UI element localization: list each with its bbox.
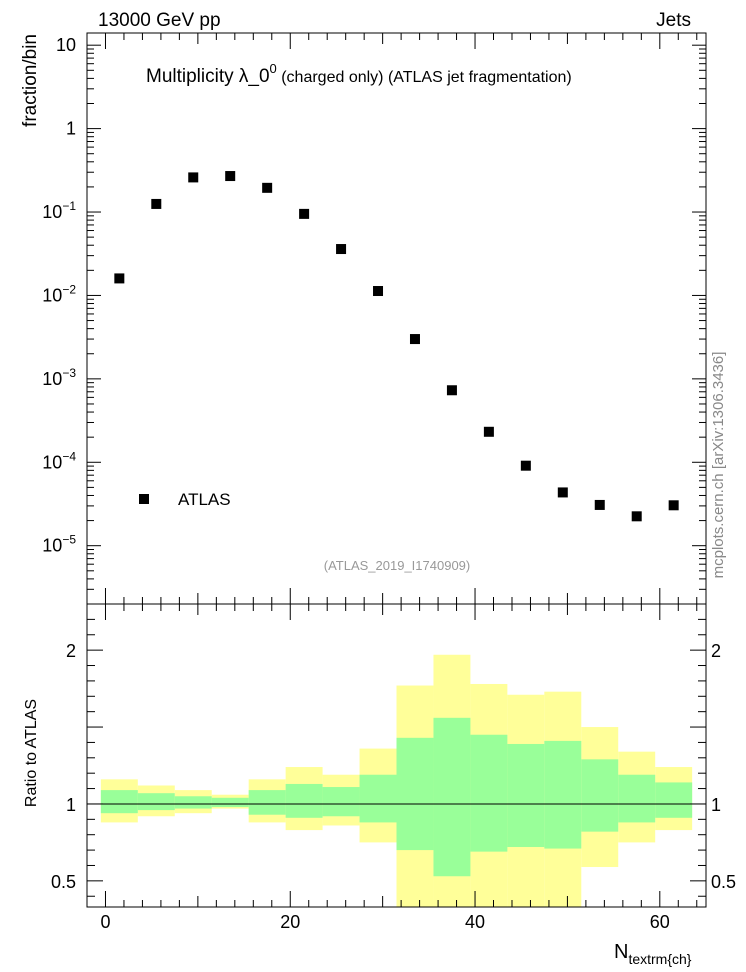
x-tick-label: 20 [280, 912, 300, 932]
ratio-band-stat-bin [248, 790, 286, 815]
y-tick-label: 10−1 [42, 199, 76, 222]
ratio-y-tick-label-left: 2 [66, 641, 76, 661]
ratio-band-stat-bin [211, 797, 249, 808]
y-tick-label: 10 [56, 35, 76, 55]
main-panel: 10 1 10−1 10−2 10−3 10−4 10−5 [42, 32, 707, 605]
plot-title: Multiplicity λ_00 (charged only) (ATLAS … [146, 61, 572, 87]
ratio-y-tick-label-right: 2 [711, 641, 721, 661]
data-point-atlas [409, 334, 420, 345]
ratio-band-stat-bin [137, 793, 175, 811]
data-point-atlas [188, 172, 199, 183]
ratio-panel: 0 20 40 60 0.5 0.5 1 1 2 2 [51, 603, 736, 932]
x-tick-label: 40 [465, 912, 485, 932]
y-tick-label: 10−4 [42, 449, 76, 472]
y-tick-label: 10−3 [42, 366, 76, 389]
data-point-atlas [114, 273, 125, 284]
data-point-atlas [151, 198, 162, 209]
header-process-label: Jets [656, 10, 691, 31]
analysis-watermark: (ATLAS_2019_I1740909) [324, 558, 470, 573]
legend-label-atlas: ATLAS [178, 490, 231, 509]
legend-marker-atlas [139, 494, 149, 504]
ratio-band-stat-bin [618, 774, 656, 823]
ratio-band-stat-bin [507, 743, 545, 848]
ratio-band-stat-bin [174, 796, 212, 809]
data-point-atlas [483, 426, 494, 437]
data-point-atlas [299, 208, 310, 219]
x-axis-title: Ntextrm{ch} [614, 941, 692, 967]
ratio-band-stat-bin [285, 783, 323, 818]
ratio-band-stat-bin [581, 759, 619, 832]
ratio-y-tick-label-left: 0.5 [51, 872, 76, 892]
ratio-y-tick-label-left: 1 [66, 795, 76, 815]
mcplots-side-label: mcplots.cern.ch [arXiv:1306.3436] [710, 352, 727, 579]
header-energy-label: 13000 GeV pp [98, 10, 221, 31]
ratio-band-stat-bin [322, 787, 360, 817]
ratio-band-stat-bin [100, 790, 138, 814]
data-point-atlas [262, 182, 273, 193]
data-point-atlas [336, 244, 347, 255]
y-tick-label: 1 [66, 119, 76, 139]
data-point-atlas [373, 286, 384, 297]
data-point-atlas [520, 460, 531, 471]
ratio-y-tick-label-right: 0.5 [711, 872, 736, 892]
data-point-atlas [668, 500, 679, 511]
ratio-band-stat-bin [655, 782, 693, 818]
data-point-atlas [446, 385, 457, 396]
y-axis-title-ratio: Ratio to ATLAS [23, 699, 40, 807]
data-point-atlas [225, 171, 236, 182]
y-tick-label: 10−5 [42, 533, 76, 556]
y-axis-title-main: fraction/bin [20, 34, 41, 127]
x-tick-label: 0 [100, 912, 110, 932]
ratio-band-stat-bin [544, 740, 582, 849]
data-point-atlas [594, 499, 605, 510]
ratio-band-stat-bin [470, 734, 508, 852]
data-point-atlas [631, 511, 642, 522]
y-tick-label: 10−2 [42, 282, 76, 305]
ratio-frame [86, 603, 707, 908]
ratio-band-stat-bin [433, 717, 471, 877]
main-frame [86, 32, 707, 605]
ratio-band-stat-bin [396, 737, 434, 851]
ratio-band-stat-bin [359, 774, 397, 823]
data-point-atlas [557, 487, 568, 498]
x-tick-label: 60 [650, 912, 670, 932]
ratio-y-tick-label-right: 1 [711, 795, 721, 815]
